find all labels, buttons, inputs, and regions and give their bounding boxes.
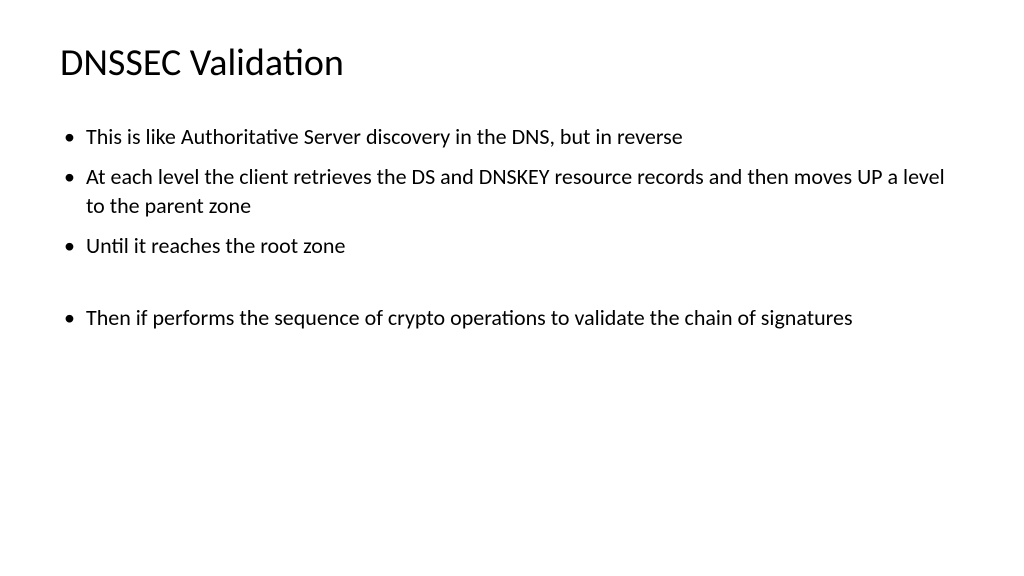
bullet-list: This is like Authoritative Server discov… bbox=[60, 122, 964, 332]
bullet-item: Until it reaches the root zone bbox=[60, 231, 964, 261]
slide-title: DNSSEC Validation bbox=[60, 40, 964, 86]
bullet-item: This is like Authoritative Server discov… bbox=[60, 122, 964, 152]
bullet-item: Then if performs the sequence of crypto … bbox=[60, 303, 964, 333]
bullet-item: At each level the client retrieves the D… bbox=[60, 162, 964, 221]
